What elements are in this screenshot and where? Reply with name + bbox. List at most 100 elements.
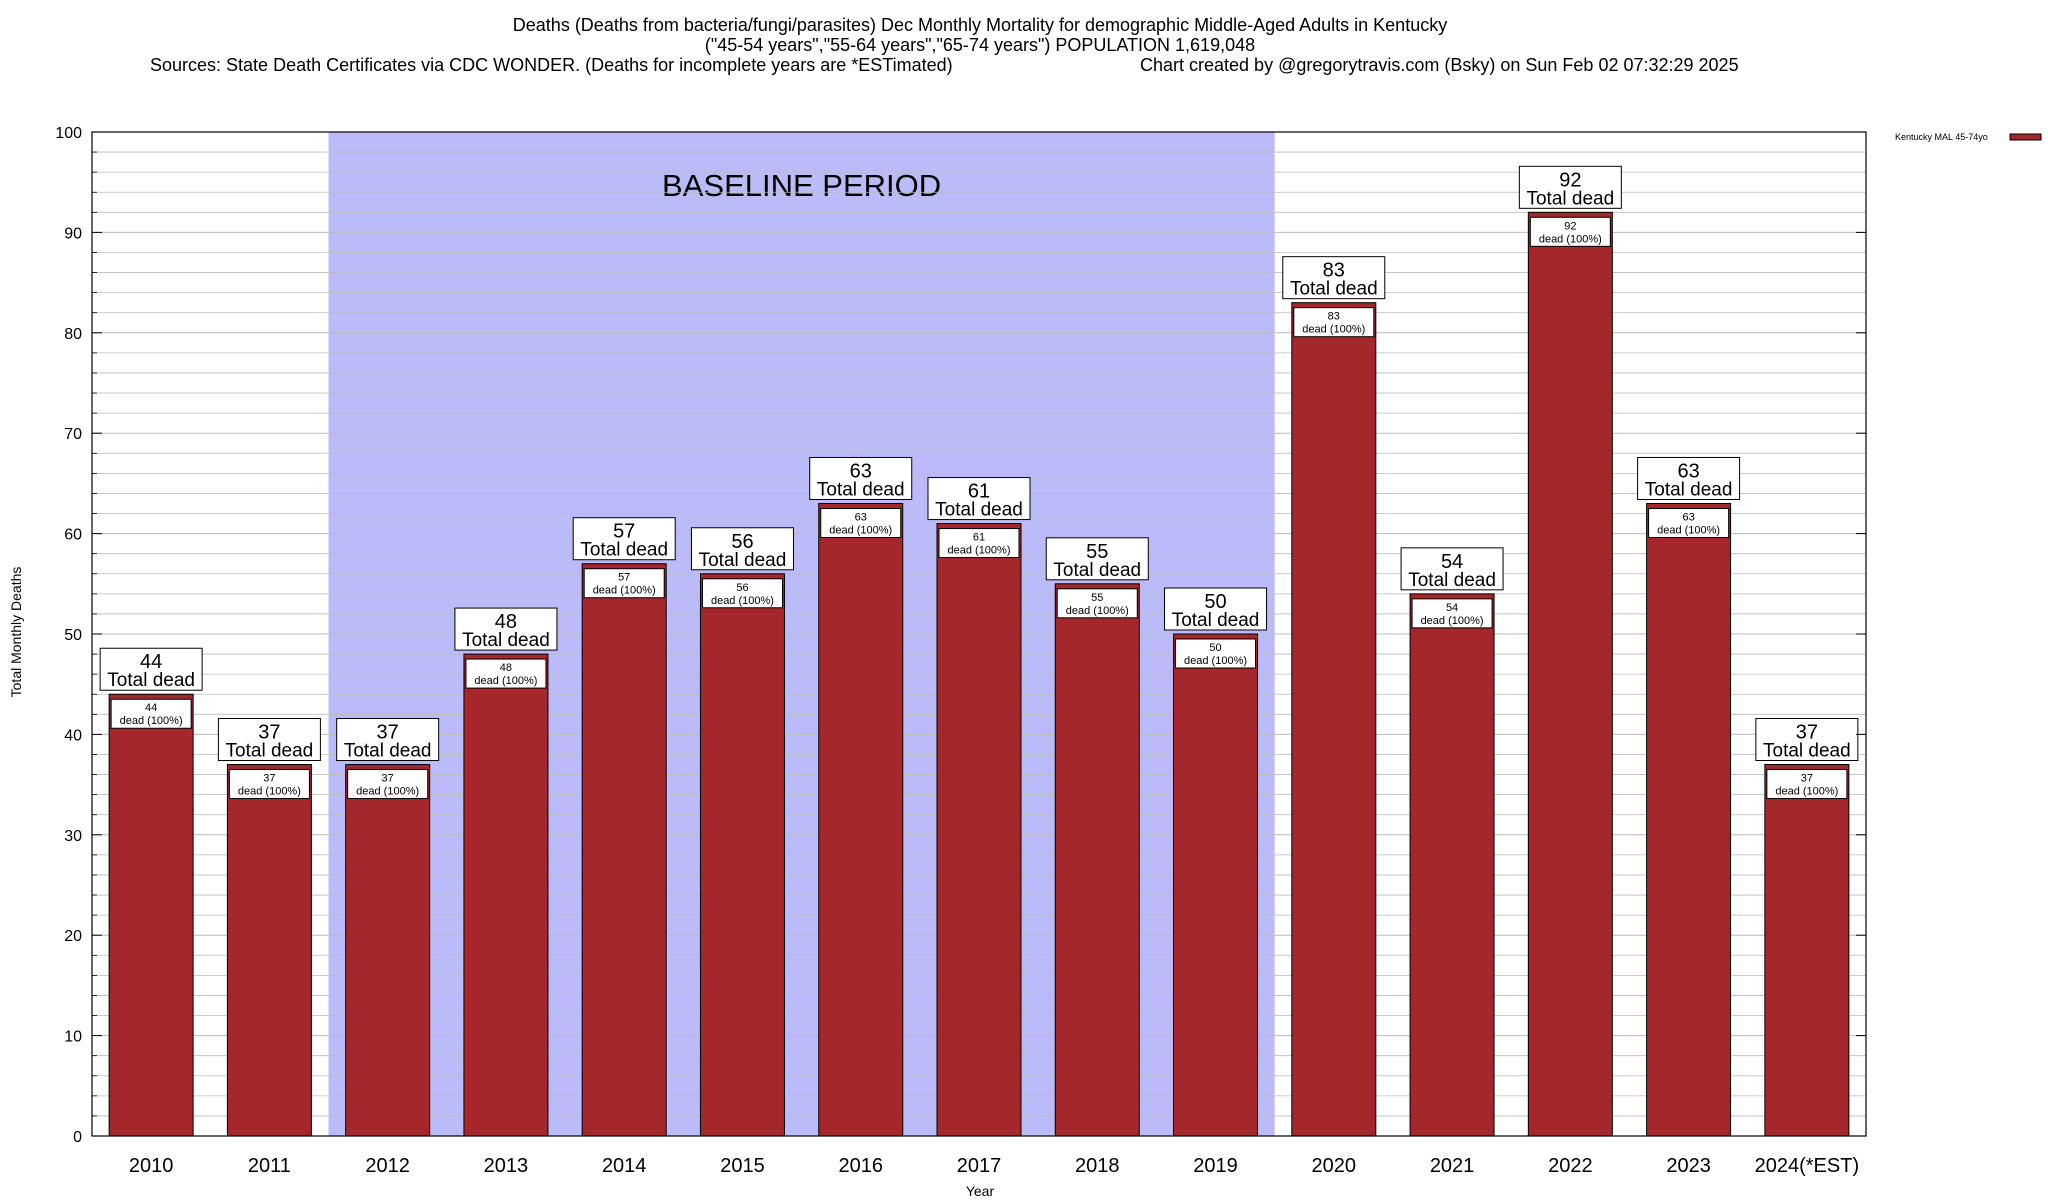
bar: [936, 523, 1022, 1137]
top-label-text: Total dead: [1645, 479, 1733, 500]
inner-label-text: dead (100%): [829, 524, 892, 536]
x-tick-label: 2016: [838, 1155, 883, 1177]
inner-label-box: [110, 698, 192, 729]
inner-label-value: 83: [1328, 311, 1340, 323]
top-label-value: 48: [495, 611, 517, 633]
x-tick-label: 2015: [720, 1155, 765, 1177]
inner-label-text: dead (100%): [1066, 605, 1129, 617]
y-tick-label: 50: [64, 627, 82, 644]
x-tick-label: 2011: [248, 1155, 291, 1177]
inner-label-box: [1056, 588, 1138, 619]
top-label-text: Total dead: [226, 741, 314, 762]
inner-label-value: 48: [500, 662, 512, 674]
top-label-box: [99, 647, 203, 691]
top-label-value: 57: [613, 521, 635, 543]
inner-label-text: dead (100%): [1421, 615, 1484, 627]
inner-label-text: dead (100%): [120, 715, 183, 727]
inner-label-text: dead (100%): [711, 595, 774, 607]
top-label-value: 63: [850, 460, 872, 482]
bar: [1646, 502, 1732, 1137]
top-label-box: [1755, 718, 1859, 762]
bar: [1173, 633, 1259, 1137]
top-label-text: Total dead: [699, 550, 787, 571]
top-label-text: Total dead: [1763, 741, 1851, 762]
top-label-text: Total dead: [1053, 560, 1141, 581]
top-label-text: Total dead: [1408, 570, 1496, 591]
inner-label-box: [820, 507, 902, 538]
x-tick-label: 2012: [365, 1155, 410, 1177]
inner-label-box: [1175, 638, 1257, 669]
y-tick-label: 60: [64, 527, 82, 544]
inner-label-value: 37: [1801, 773, 1813, 785]
bar: [226, 764, 312, 1137]
bar: [581, 563, 667, 1137]
inner-label-box: [1529, 216, 1611, 247]
inner-label-value: 57: [618, 572, 630, 584]
x-tick-label: 2020: [1312, 1155, 1357, 1177]
inner-label-value: 63: [855, 511, 867, 523]
top-label-value: 56: [731, 531, 753, 553]
x-tick-label: 2021: [1430, 1155, 1475, 1177]
y-axis-label: Total Monthly Deaths: [8, 567, 24, 698]
inner-label-text: dead (100%): [1184, 655, 1247, 667]
x-tick-label: 2022: [1548, 1155, 1593, 1177]
inner-label-value: 50: [1209, 642, 1221, 654]
top-label-box: [1164, 587, 1268, 631]
top-label-text: Total dead: [817, 479, 905, 500]
top-label-box: [1045, 537, 1149, 581]
y-tick-label: 30: [64, 828, 82, 845]
y-tick-label: 10: [64, 1029, 82, 1046]
top-label-text: Total dead: [107, 670, 195, 691]
y-tick-label: 0: [73, 1129, 82, 1146]
top-label-value: 61: [968, 481, 990, 503]
top-label-value: 37: [377, 722, 399, 744]
top-label-box: [572, 517, 676, 561]
inner-label-box: [1766, 769, 1848, 800]
y-tick-label: 90: [64, 225, 82, 242]
top-label-box: [336, 718, 440, 762]
top-label-value: 50: [1204, 591, 1226, 613]
inner-label-value: 92: [1564, 220, 1576, 232]
inner-label-text: dead (100%): [238, 786, 301, 798]
bar: [1291, 302, 1377, 1137]
x-tick-label: 2014: [602, 1155, 647, 1177]
inner-label-value: 54: [1446, 602, 1458, 614]
bar: [108, 693, 194, 1137]
bar: [699, 573, 785, 1137]
inner-label-value: 37: [382, 773, 394, 785]
top-label-text: Total dead: [935, 500, 1023, 521]
top-label-text: Total dead: [1172, 610, 1260, 631]
y-tick-label: 80: [64, 326, 82, 343]
chart-credit: Chart created by @gregorytravis.com (Bsk…: [1140, 55, 1739, 75]
inner-label-box: [701, 578, 783, 609]
baseline-label: BASELINE PERIOD: [662, 168, 941, 203]
inner-label-text: dead (100%): [1775, 786, 1838, 798]
bar: [1054, 583, 1140, 1137]
x-tick-label: 2018: [1075, 1155, 1120, 1177]
inner-label-value: 56: [736, 582, 748, 594]
top-label-value: 55: [1086, 541, 1108, 563]
top-label-box: [927, 477, 1031, 521]
top-label-value: 37: [258, 722, 280, 744]
bar: [1764, 764, 1850, 1137]
x-tick-label: 2010: [129, 1155, 174, 1177]
top-label-box: [690, 527, 794, 571]
top-label-box: [217, 718, 321, 762]
x-axis-label: Year: [966, 1183, 995, 1199]
top-label-text: Total dead: [1526, 188, 1614, 209]
inner-label-text: dead (100%): [1657, 524, 1720, 536]
legend-swatch: [2009, 133, 2042, 141]
inner-label-box: [1648, 507, 1730, 538]
